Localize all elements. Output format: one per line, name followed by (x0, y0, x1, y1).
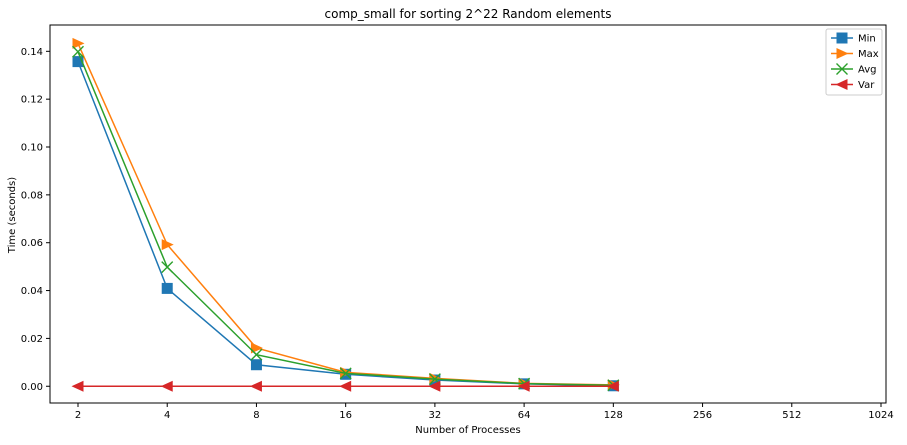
x-tick-label: 128 (604, 410, 623, 421)
series-line-max (77, 43, 614, 386)
y-tick-label: 0.00 (21, 382, 43, 393)
x-tick-label: 32 (429, 410, 442, 421)
series-line-avg (77, 51, 614, 387)
legend-label-min: Min (858, 34, 876, 45)
data-point-min (161, 282, 173, 294)
x-tick-label: 2 (75, 410, 81, 421)
data-point-var (71, 380, 84, 392)
x-tick-label: 64 (518, 410, 531, 421)
x-tick-label: 8 (253, 410, 259, 421)
x-tick-label: 16 (339, 410, 352, 421)
data-point-min (250, 359, 262, 371)
legend-label-avg: Avg (858, 65, 877, 76)
data-point-max (72, 37, 85, 49)
y-tick-label: 0.06 (21, 238, 43, 249)
legend-label-var: Var (858, 80, 875, 91)
y-tick-label: 0.04 (21, 286, 43, 297)
data-point-var (517, 380, 530, 392)
legend-box (825, 28, 883, 96)
y-tick-label: 0.02 (21, 334, 43, 345)
x-axis-label: Number of Processes (415, 425, 520, 436)
plot-frame (49, 24, 887, 404)
y-axis-label: Time (seconds) (7, 177, 18, 254)
legend-label-max: Max (858, 49, 879, 60)
legend-marker-avg (836, 63, 848, 75)
y-tick-label: 0.14 (21, 47, 43, 58)
data-point-var (428, 380, 441, 392)
y-tick-label: 0.08 (21, 190, 43, 201)
data-point-avg (250, 348, 263, 361)
data-point-var (249, 380, 262, 392)
y-tick-label: 0.10 (21, 143, 43, 154)
data-point-var (339, 380, 352, 392)
data-point-max (161, 239, 174, 251)
plot-area: 2 4 8 16 32 64 128 256 512 1024 0.00 0.02 0.04 0.06 0.… (21, 24, 894, 421)
data-point-var (160, 380, 173, 392)
y-tick-label: 0.12 (21, 95, 43, 106)
data-point-avg (339, 367, 352, 380)
data-point-avg (161, 261, 174, 274)
x-tick-label: 256 (693, 410, 712, 421)
legend-marker-max (836, 48, 849, 59)
x-tick-label: 1024 (868, 410, 893, 421)
data-point-max (250, 342, 263, 354)
data-point-var (606, 380, 619, 392)
legend-marker-min (836, 32, 848, 44)
x-tick-label: 4 (164, 410, 170, 421)
legend: Min Max Avg Var (825, 28, 883, 96)
data-point-min (72, 56, 84, 68)
data-point-avg (72, 45, 84, 58)
legend-marker-var (835, 79, 848, 90)
x-tick-label: 512 (782, 410, 801, 421)
chart-title: comp_small for sorting 2^22 Random eleme… (325, 7, 612, 21)
